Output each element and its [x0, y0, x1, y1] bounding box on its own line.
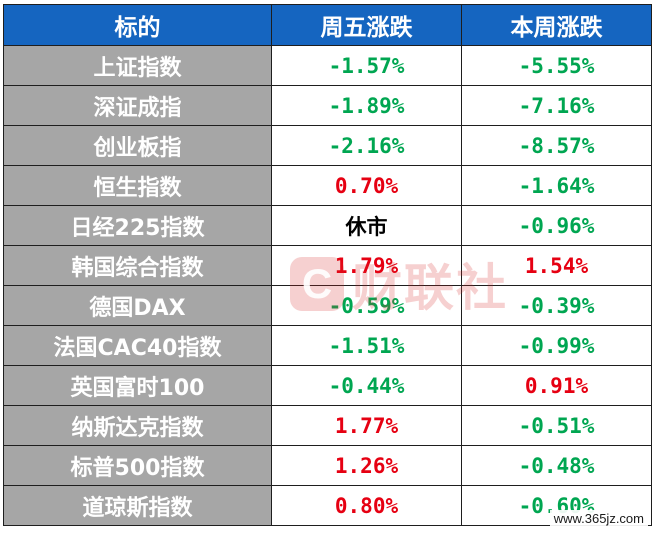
weekly-change-cell: -0.51% [461, 405, 652, 446]
market-table-container: 标的 周五涨跌 本周涨跌 上证指数 -1.57% -5.55% 深证成指 -1.89% -… [3, 4, 652, 527]
market-performance-table: 标的 周五涨跌 本周涨跌 上证指数 -1.57% -5.55% 深证成指 -1.89% -… [3, 4, 652, 526]
index-name-cell: 英国富时100 [3, 365, 272, 406]
table-row: 日经225指数 休市 -0.96% [3, 205, 652, 246]
table-row: 德国DAX -0.59% -0.39% [3, 285, 652, 326]
friday-change-cell: -0.59% [271, 285, 462, 326]
table-row: 法国CAC40指数 -1.51% -0.99% [3, 325, 652, 366]
index-name-cell: 创业板指 [3, 125, 272, 166]
header-weekly-change: 本周涨跌 [461, 4, 652, 46]
friday-change-cell: 1.79% [271, 245, 462, 286]
table-row: 恒生指数 0.70% -1.64% [3, 165, 652, 206]
friday-change-cell: -1.57% [271, 45, 462, 86]
header-target: 标的 [3, 4, 272, 46]
index-name-cell: 法国CAC40指数 [3, 325, 272, 366]
table-row: 韩国综合指数 1.79% 1.54% [3, 245, 652, 286]
friday-change-cell: 1.77% [271, 405, 462, 446]
friday-change-cell: 0.70% [271, 165, 462, 206]
table-row: 创业板指 -2.16% -8.57% [3, 125, 652, 166]
table-body: 上证指数 -1.57% -5.55% 深证成指 -1.89% -7.16% 创业板指 -2.1… [3, 45, 652, 526]
weekly-change-cell: 1.54% [461, 245, 652, 286]
weekly-change-cell: -0.60% [461, 485, 652, 526]
weekly-change-cell: -0.39% [461, 285, 652, 326]
index-name-cell: 深证成指 [3, 85, 272, 126]
friday-change-cell: -2.16% [271, 125, 462, 166]
friday-change-cell: 休市 [271, 205, 462, 246]
table-row: 上证指数 -1.57% -5.55% [3, 45, 652, 86]
table-row: 标普500指数 1.26% -0.48% [3, 445, 652, 486]
table-header-row: 标的 周五涨跌 本周涨跌 [3, 4, 652, 46]
weekly-change-cell: -0.48% [461, 445, 652, 486]
index-name-cell: 韩国综合指数 [3, 245, 272, 286]
friday-change-cell: 0.80% [271, 485, 462, 526]
weekly-change-cell: -0.99% [461, 325, 652, 366]
friday-change-cell: -1.51% [271, 325, 462, 366]
table-row: 英国富时100 -0.44% 0.91% [3, 365, 652, 406]
friday-change-cell: 1.26% [271, 445, 462, 486]
weekly-change-cell: -1.64% [461, 165, 652, 206]
table-row: 纳斯达克指数 1.77% -0.51% [3, 405, 652, 446]
weekly-change-cell: -0.96% [461, 205, 652, 246]
index-name-cell: 德国DAX [3, 285, 272, 326]
index-name-cell: 上证指数 [3, 45, 272, 86]
table-row: 道琼斯指数 0.80% -0.60% [3, 485, 652, 526]
header-friday-change: 周五涨跌 [271, 4, 462, 46]
index-name-cell: 纳斯达克指数 [3, 405, 272, 446]
index-name-cell: 恒生指数 [3, 165, 272, 206]
index-name-cell: 道琼斯指数 [3, 485, 272, 526]
weekly-change-cell: -8.57% [461, 125, 652, 166]
weekly-change-cell: 0.91% [461, 365, 652, 406]
index-name-cell: 日经225指数 [3, 205, 272, 246]
friday-change-cell: -0.44% [271, 365, 462, 406]
index-name-cell: 标普500指数 [3, 445, 272, 486]
friday-change-cell: -1.89% [271, 85, 462, 126]
weekly-change-cell: -5.55% [461, 45, 652, 86]
table-row: 深证成指 -1.89% -7.16% [3, 85, 652, 126]
weekly-change-cell: -7.16% [461, 85, 652, 126]
